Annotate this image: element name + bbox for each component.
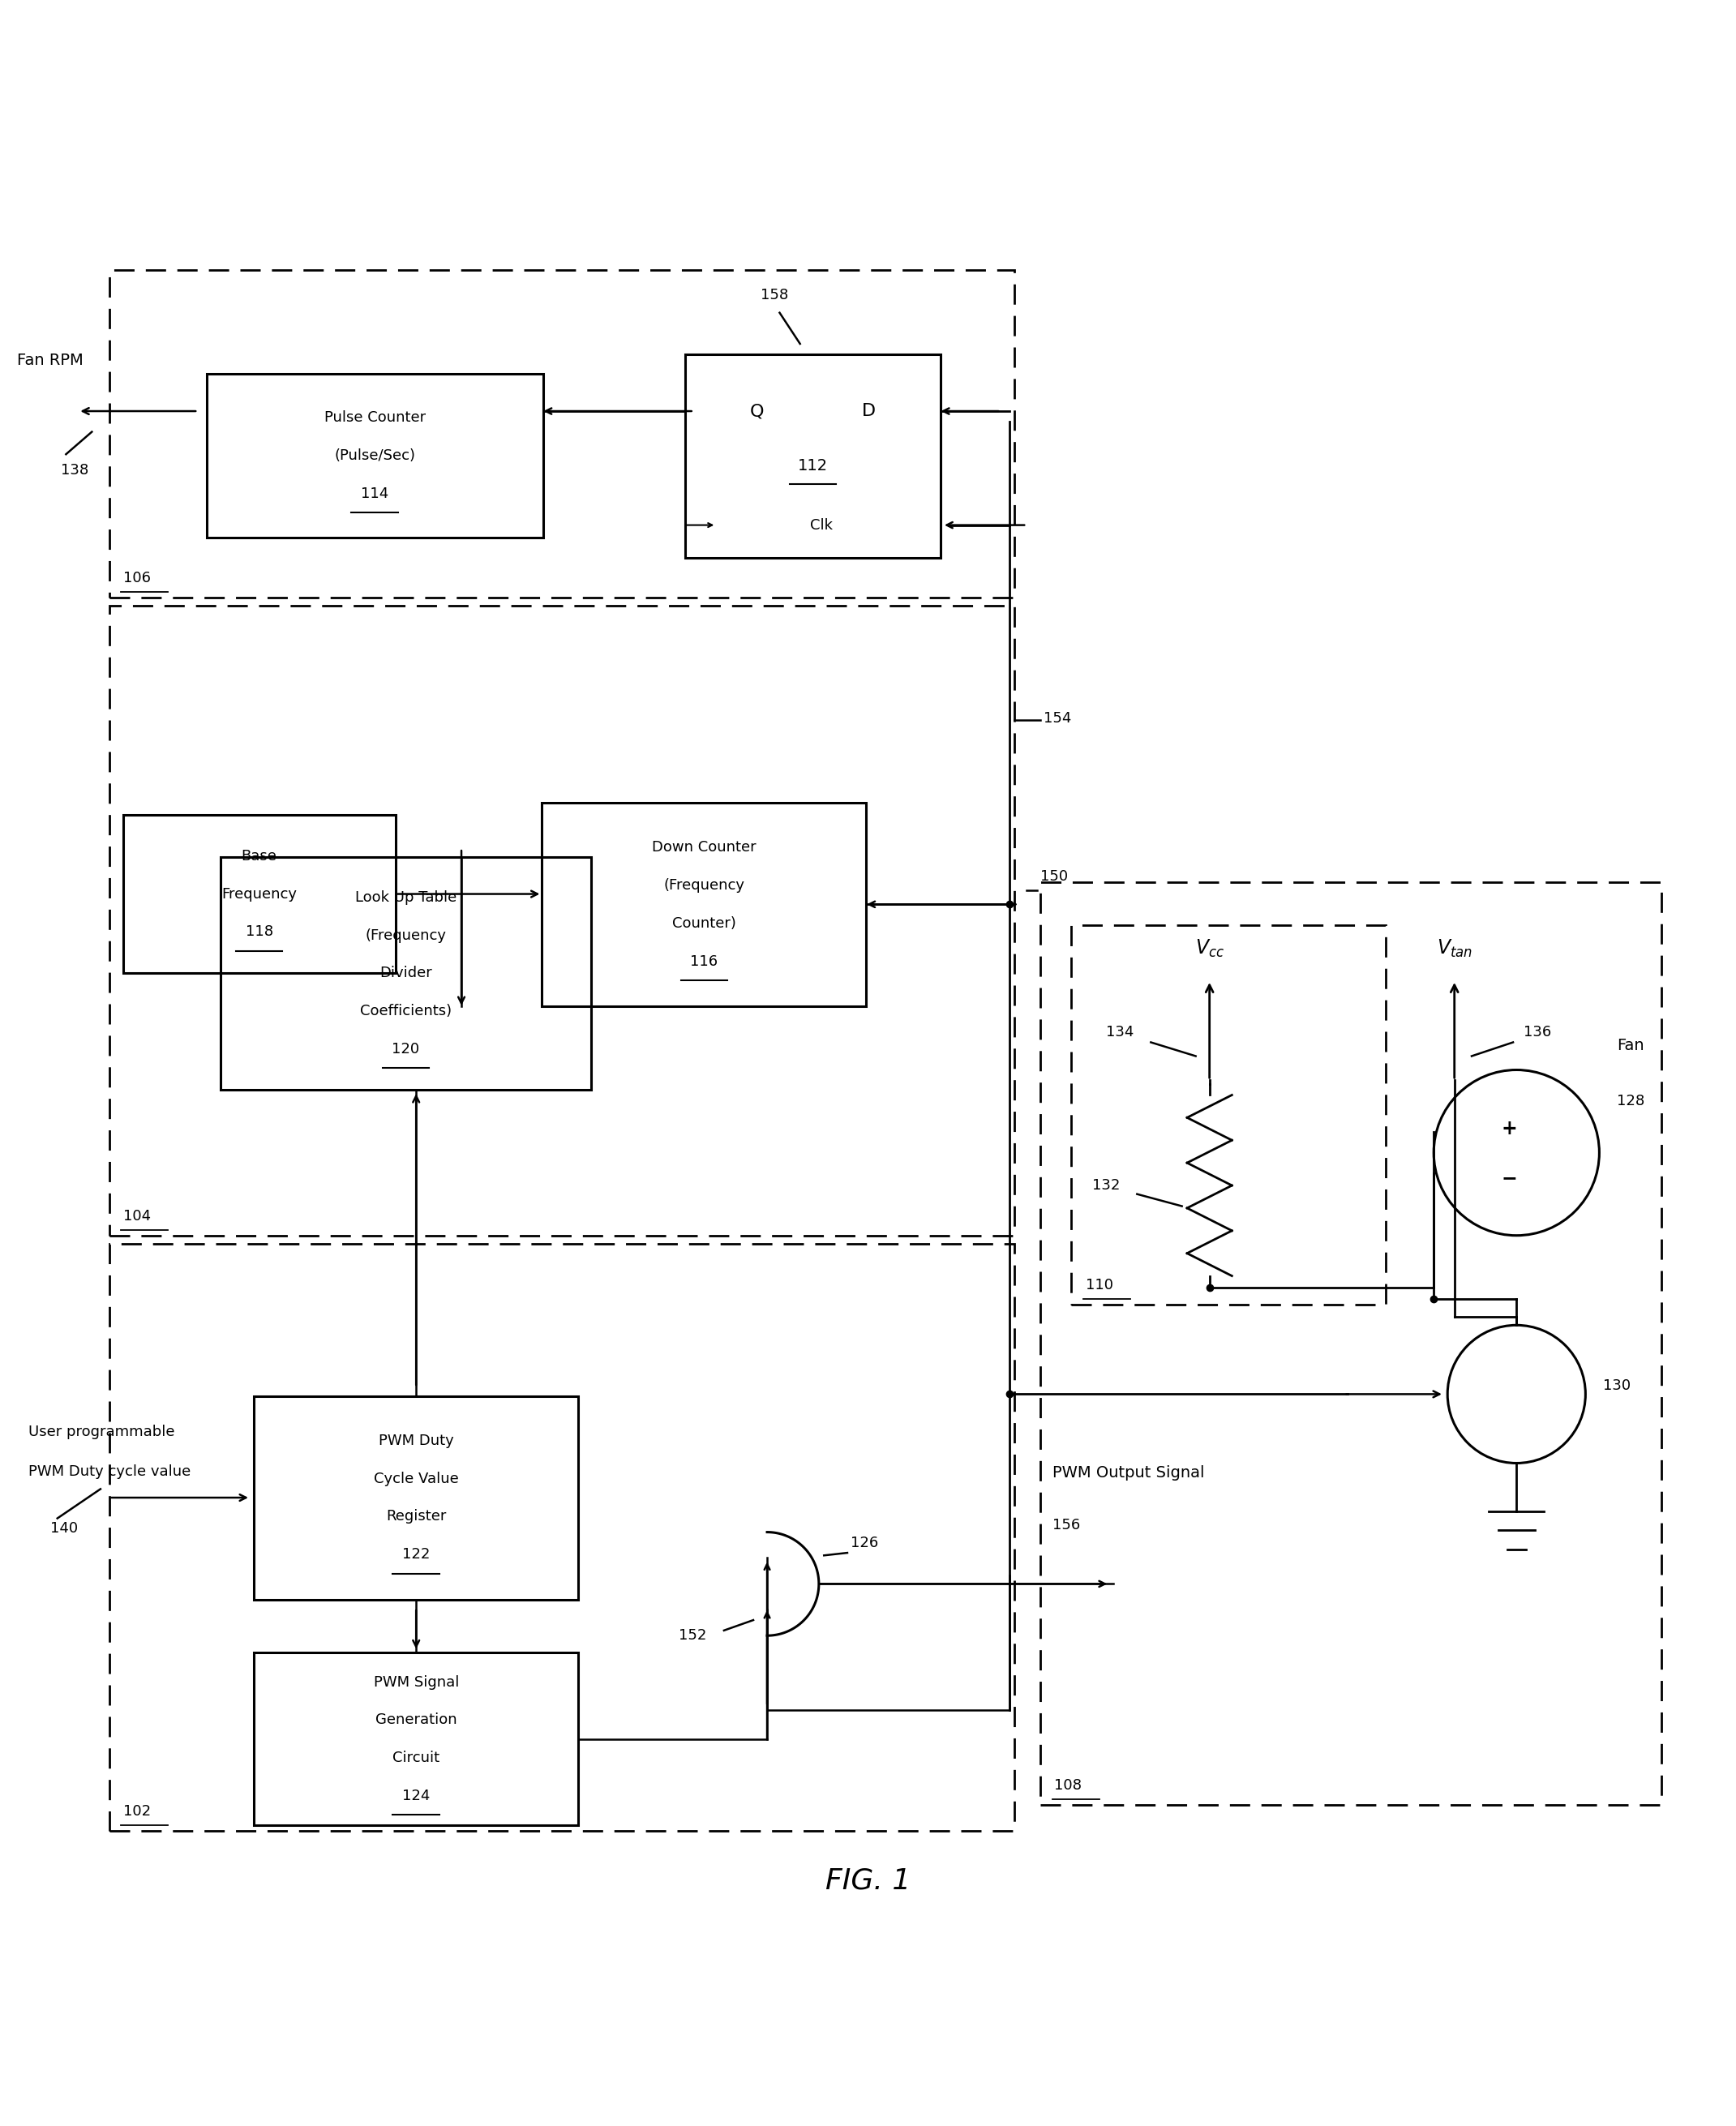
Text: 112: 112 (799, 459, 828, 474)
Text: 158: 158 (760, 287, 788, 302)
Text: Cycle Value: Cycle Value (373, 1471, 458, 1486)
Text: 154: 154 (1043, 710, 1071, 725)
Text: PWM Output Signal: PWM Output Signal (1052, 1465, 1205, 1480)
Text: 108: 108 (1054, 1777, 1082, 1792)
Text: $V_{tan}$: $V_{tan}$ (1436, 938, 1472, 959)
Bar (109, 606, 1014, 1235)
Text: PWM Signal: PWM Signal (373, 1675, 458, 1690)
Text: 124: 124 (403, 1788, 431, 1803)
Bar (1040, 882, 1661, 1805)
Text: Circuit: Circuit (392, 1752, 439, 1765)
Bar (220, 857, 592, 1091)
Text: 132: 132 (1092, 1178, 1120, 1193)
Text: User programmable: User programmable (28, 1424, 174, 1439)
Text: 122: 122 (403, 1548, 431, 1563)
Text: Down Counter: Down Counter (653, 840, 757, 855)
Text: FIG. 1: FIG. 1 (825, 1867, 911, 1894)
Text: Divider: Divider (380, 965, 432, 980)
Text: (Frequency: (Frequency (663, 878, 745, 893)
Text: 138: 138 (61, 463, 89, 478)
Text: 140: 140 (50, 1522, 78, 1535)
Text: 106: 106 (123, 570, 151, 585)
Bar (109, 270, 1014, 597)
Text: (Frequency: (Frequency (365, 929, 446, 942)
Bar (253, 1652, 578, 1826)
Text: +: + (1502, 1118, 1517, 1137)
Text: Fan RPM: Fan RPM (17, 353, 83, 368)
Text: 136: 136 (1522, 1025, 1550, 1040)
Text: 134: 134 (1106, 1025, 1134, 1040)
Text: Generation: Generation (375, 1714, 457, 1728)
Text: 150: 150 (1040, 870, 1068, 884)
Text: −: − (1502, 1169, 1517, 1188)
Text: (Pulse/Sec): (Pulse/Sec) (335, 449, 415, 463)
Text: Pulse Counter: Pulse Counter (325, 410, 425, 425)
Text: 114: 114 (361, 487, 389, 502)
Text: PWM Duty: PWM Duty (378, 1433, 453, 1448)
Text: Frequency: Frequency (222, 887, 297, 901)
Bar (686, 355, 941, 557)
Bar (542, 804, 866, 1006)
Bar (207, 374, 543, 538)
Bar (109, 1244, 1014, 1830)
Text: 126: 126 (851, 1535, 878, 1550)
Text: 116: 116 (691, 955, 719, 969)
Text: 104: 104 (123, 1210, 151, 1222)
Text: 130: 130 (1602, 1378, 1630, 1393)
Bar (123, 814, 396, 974)
Text: 152: 152 (679, 1629, 707, 1643)
Text: 102: 102 (123, 1803, 151, 1818)
Bar (1071, 925, 1385, 1305)
Text: $V_{cc}$: $V_{cc}$ (1194, 938, 1224, 959)
Text: 118: 118 (245, 925, 273, 940)
Text: Fan: Fan (1616, 1037, 1644, 1054)
Text: Look Up Table: Look Up Table (354, 891, 457, 906)
Text: Clk: Clk (811, 519, 833, 532)
Text: Q: Q (750, 404, 764, 419)
Text: Coefficients): Coefficients) (359, 1003, 451, 1018)
Bar (253, 1397, 578, 1599)
Text: PWM Duty cycle value: PWM Duty cycle value (28, 1465, 191, 1480)
Text: 120: 120 (392, 1042, 420, 1057)
Text: D: D (863, 404, 877, 419)
Text: 110: 110 (1085, 1278, 1113, 1293)
Text: Base: Base (241, 848, 278, 863)
Text: Register: Register (385, 1509, 446, 1524)
Text: 156: 156 (1052, 1518, 1080, 1533)
Text: 128: 128 (1616, 1093, 1644, 1108)
Text: Counter): Counter) (672, 916, 736, 931)
